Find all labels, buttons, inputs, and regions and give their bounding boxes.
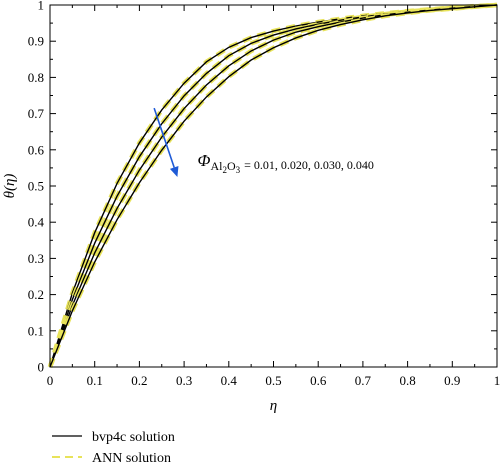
x-tick-label: 0 — [47, 373, 54, 388]
annotation-text: ΦAl2O3 = 0.01, 0.020, 0.030, 0.040 — [198, 151, 374, 175]
x-axis-label: η — [270, 398, 277, 414]
x-tick-label: 0.5 — [265, 373, 281, 388]
y-tick-label: 0.5 — [28, 179, 44, 194]
ann-curve-2 — [47, 2, 498, 368]
curves — [47, 2, 498, 368]
bvp4c-curve-3 — [49, 4, 498, 368]
annotation-symbol: Φ — [198, 151, 211, 170]
ann-curve-0 — [47, 2, 498, 368]
y-tick-label: 0.3 — [28, 251, 44, 266]
y-tick-label: 0 — [38, 360, 45, 375]
annotation-arrow-head — [169, 166, 179, 177]
x-tick-label: 0.8 — [399, 373, 415, 388]
y-tick-label: 0.6 — [28, 142, 45, 157]
ann-curve-3 — [47, 2, 498, 368]
x-tick-label: 0.7 — [355, 373, 372, 388]
x-tick-label: 0.6 — [310, 373, 327, 388]
annotation-sub3: O — [227, 159, 236, 173]
x-tick-label: 0.1 — [87, 373, 103, 388]
y-axis-label: θ(η) — [2, 174, 18, 199]
y-tick-label: 0.1 — [28, 323, 44, 338]
bvp4c-curve-2 — [49, 4, 498, 368]
annotation-sub4: 3 — [236, 165, 241, 175]
legend-label-ann: ANN solution — [92, 451, 171, 464]
x-tick-label: 0.4 — [221, 373, 238, 388]
annotation-sub2: 2 — [222, 165, 227, 175]
y-tick-label: 0.7 — [28, 106, 45, 121]
x-tick-label: 1 — [494, 373, 500, 388]
y-tick-label: 0.9 — [28, 34, 44, 49]
annotation: ΦAl2O3 = 0.01, 0.020, 0.030, 0.040 — [153, 107, 374, 177]
annotation-arrow — [153, 107, 175, 168]
annotation-subscript: Al — [210, 159, 223, 173]
y-tick-label: 0.8 — [28, 70, 44, 85]
y-tick-label: 0.2 — [28, 287, 44, 302]
y-tick-label: 1 — [38, 0, 45, 13]
y-tick-label: 0.4 — [28, 215, 45, 230]
legend-label-bvp4c: bvp4c solution — [92, 430, 175, 445]
ticks: 0 0.1 0.2 0.3 0.4 0.5 0.6 0.7 0.8 0.9 1 0 0.1 0.2 0.3 0… — [28, 0, 500, 388]
x-tick-label: 0.3 — [176, 373, 192, 388]
plot-frame — [49, 4, 498, 368]
ann-curve-1 — [47, 2, 498, 368]
annotation-values: = 0.01, 0.020, 0.030, 0.040 — [244, 158, 374, 172]
legend: bvp4c solution ANN solution — [52, 430, 175, 464]
bvp4c-curve-0 — [49, 4, 498, 368]
x-tick-label: 0.9 — [444, 373, 460, 388]
bvp4c-curve-1 — [49, 4, 498, 368]
x-tick-label: 0.2 — [131, 373, 147, 388]
